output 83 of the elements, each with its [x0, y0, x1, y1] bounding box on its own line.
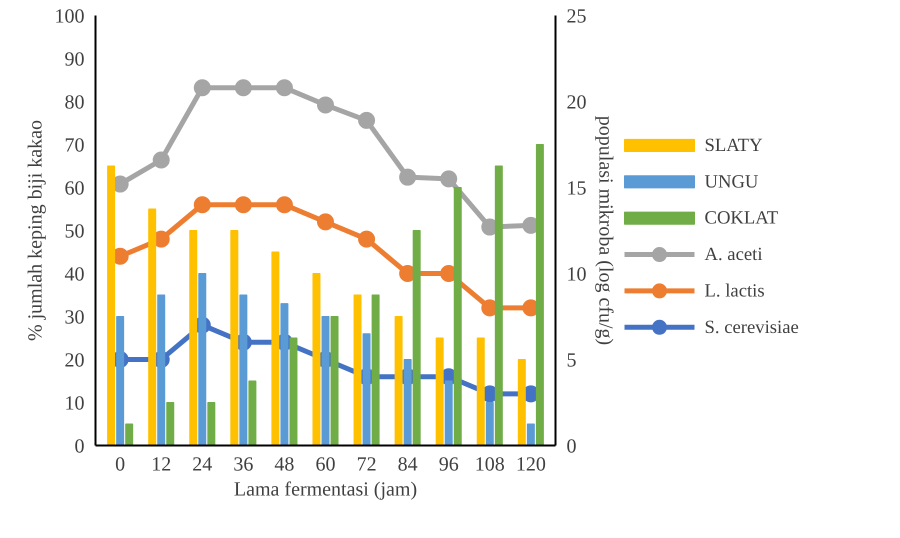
point — [317, 213, 334, 230]
legend-label: COKLAT — [704, 208, 779, 229]
y-tick-label: 10 — [64, 392, 84, 414]
point — [234, 196, 252, 214]
point — [152, 151, 170, 168]
y2-axis-title: populasi mikroba (log cfu/g) — [594, 116, 616, 346]
bar — [362, 333, 371, 446]
legend-label: S. cerevisiae — [704, 316, 799, 338]
point — [276, 79, 293, 96]
bar — [289, 338, 298, 446]
x-tick-label: 72 — [356, 454, 377, 476]
bar — [486, 402, 494, 446]
x-tick-label: 36 — [233, 454, 254, 476]
y-tick-label: 40 — [64, 264, 84, 286]
bar — [412, 230, 421, 446]
bar — [125, 424, 134, 446]
bar — [189, 230, 198, 446]
bar — [404, 359, 412, 446]
x-tick-label: 48 — [274, 454, 294, 476]
x-tick-label: 120 — [516, 454, 546, 476]
point — [358, 230, 376, 248]
bar — [239, 294, 248, 446]
bar — [116, 316, 124, 446]
y-tick-label: 50 — [64, 220, 84, 242]
bar — [198, 273, 206, 446]
y2-tick-label: 5 — [566, 350, 576, 372]
bar — [494, 166, 503, 446]
x-tick-label: 96 — [438, 454, 459, 476]
bar — [372, 294, 380, 446]
bar — [148, 208, 156, 446]
y-tick-label: 60 — [64, 178, 84, 200]
bar — [518, 359, 526, 446]
bar — [444, 380, 453, 446]
x-axis-title: Lama fermentasi (jam) — [234, 478, 418, 500]
bar — [322, 316, 330, 446]
y-tick-label: 90 — [64, 48, 84, 70]
bar — [436, 338, 444, 446]
legend-label: UNGU — [704, 171, 759, 192]
bar — [330, 316, 339, 446]
bar — [230, 230, 238, 446]
y2-tick-label: 15 — [566, 178, 586, 200]
y-tick-label: 70 — [64, 134, 84, 156]
x-tick-label: 0 — [115, 454, 126, 476]
y2-tick-label: 25 — [566, 6, 586, 28]
y-tick-label: 20 — [64, 350, 84, 372]
bar — [271, 252, 280, 446]
bar — [526, 424, 535, 446]
legend-label: SLATY — [704, 134, 763, 156]
point — [440, 170, 458, 188]
point — [358, 112, 376, 129]
bar — [354, 294, 362, 446]
legend-label: A. aceti — [704, 244, 763, 266]
bar — [476, 338, 485, 446]
x-tick-label: 24 — [192, 454, 212, 476]
x-tick-label: 108 — [474, 454, 505, 476]
y-tick-label: 100 — [54, 6, 84, 28]
point — [194, 196, 211, 214]
y2-tick-label: 10 — [566, 264, 586, 286]
bar — [157, 294, 166, 446]
bar — [166, 402, 174, 446]
x-tick-label: 12 — [151, 454, 172, 476]
point — [194, 79, 211, 96]
x-tick-label: 60 — [316, 454, 336, 476]
y-tick-label: 80 — [64, 92, 84, 114]
bar — [248, 380, 256, 446]
point — [399, 168, 416, 186]
y-tick-label: 0 — [74, 436, 84, 458]
y2-tick-label: 20 — [566, 92, 586, 114]
y2-tick-label: 0 — [566, 436, 576, 458]
x-tick-label: 84 — [398, 454, 418, 476]
point — [317, 96, 334, 114]
bar — [454, 187, 462, 446]
bar — [207, 402, 216, 446]
y-axis-title: % jumlah keping biji kakao — [24, 120, 46, 342]
bar — [312, 273, 320, 446]
legend-label: L. lactis — [704, 280, 765, 302]
y-tick-label: 30 — [64, 306, 84, 328]
bar — [394, 316, 403, 446]
bar — [107, 166, 116, 446]
bar — [280, 303, 288, 446]
point — [234, 79, 252, 96]
point — [276, 196, 293, 214]
bar — [536, 144, 544, 446]
